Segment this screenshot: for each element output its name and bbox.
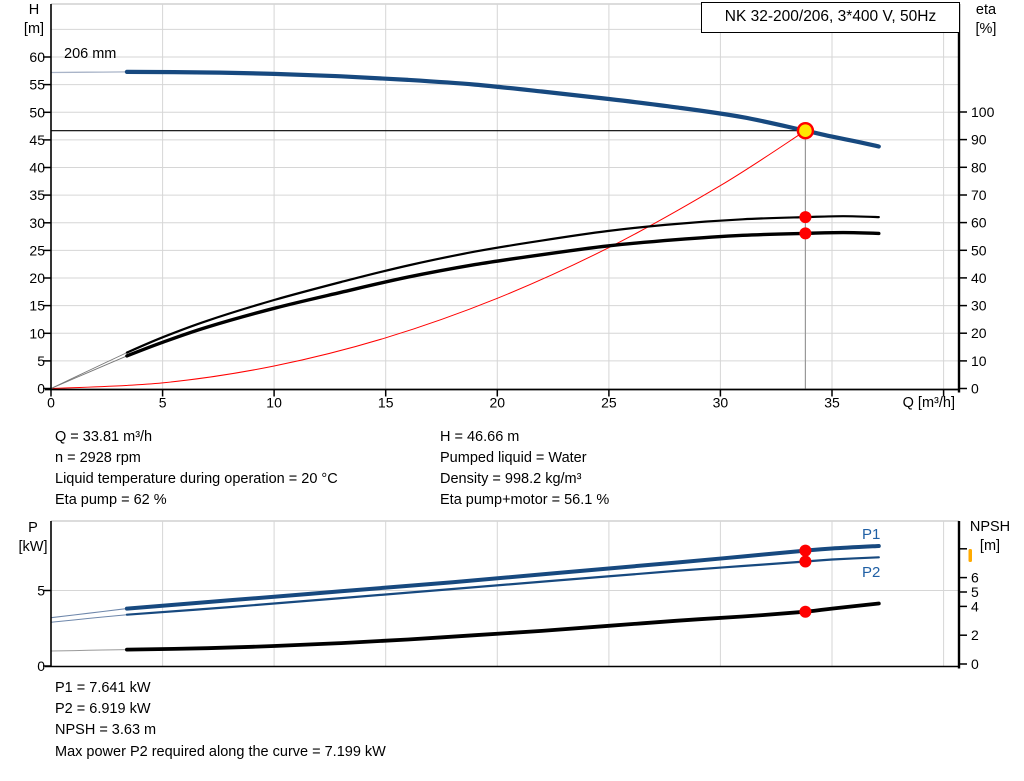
eta-pump-motor-curve (125, 230, 881, 358)
p1-duty-dot (799, 544, 812, 557)
q-tick-label: 35 (824, 395, 840, 411)
pump-title-box: NK 32-200/206, 3*400 V, 50Hz (701, 2, 960, 33)
p-tick-label: 0 (37, 658, 45, 674)
eta-pump-motor-duty-dot (799, 227, 812, 240)
p2-curve-thin (50, 614, 128, 623)
h-tick-label: 35 (29, 187, 45, 203)
q-tick-label: 30 (713, 395, 729, 411)
h-tick-label: 20 (29, 270, 45, 286)
info-max-power: Max power P2 required along the curve = … (55, 744, 386, 760)
info-h: H = 46.66 m (440, 429, 520, 445)
q-tick-label: 10 (266, 395, 282, 411)
info-p1: P1 = 7.641 kW (55, 680, 151, 696)
h-tick-label: 30 (29, 215, 45, 231)
eta-tick-label: 30 (971, 298, 987, 314)
h-tick-label: 60 (29, 49, 45, 65)
h-tick-label: 45 (29, 132, 45, 148)
eta-curve-thin (50, 355, 128, 389)
p1-curve-thin (50, 608, 128, 619)
info-n: n = 2928 rpm (55, 450, 141, 466)
h-tick-label: 40 (29, 160, 45, 176)
npsh-curve-thin (50, 649, 128, 652)
p-axis-unit: [kW] (18, 539, 48, 555)
eta-tick-label: 50 (971, 242, 987, 258)
h-axis-unit: [m] (23, 21, 45, 37)
p1-curve-label: P1 (862, 526, 881, 543)
eta-tick-label: 40 (971, 270, 987, 286)
p2-curve-label: P2 (862, 564, 881, 581)
npsh-duty-dot (799, 605, 812, 618)
npsh-tick-label: 6 (971, 570, 979, 586)
info-density: Density = 998.2 kg/m³ (440, 471, 582, 487)
p2-duty-dot (799, 555, 812, 568)
h-tick-label: 55 (29, 77, 45, 93)
p-axis-title: P (28, 520, 38, 536)
h-tick-label: 50 (29, 104, 45, 120)
npsh-tick-label: 2 (971, 627, 979, 643)
eta-axis-unit: [%] (975, 21, 997, 37)
info-temp: Liquid temperature during operation = 20… (55, 471, 338, 487)
p-tick-label: 5 (37, 583, 45, 599)
info-p2: P2 = 6.919 kW (55, 701, 151, 717)
q-tick-label: 5 (159, 395, 167, 411)
eta-tick-label: 70 (971, 187, 987, 203)
h-tick-label: 25 (29, 242, 45, 258)
q-tick-label: 15 (378, 395, 394, 411)
q-tick-label: 20 (490, 395, 506, 411)
eta-pump-duty-dot (799, 211, 812, 224)
eta-tick-label: 80 (971, 159, 987, 175)
eta-tick-label: 90 (971, 132, 987, 148)
h-axis-title: H (28, 2, 40, 18)
h-tick-label: 10 (29, 325, 45, 341)
eta-axis-title: eta (975, 2, 997, 18)
eta-tick-label: 10 (971, 353, 987, 369)
system-curve (50, 130, 806, 389)
eta-tick-label: 100 (971, 104, 995, 120)
npsh-curve (125, 601, 881, 652)
info-q: Q = 33.81 m³/h (55, 429, 153, 445)
h-curve-thin (50, 71, 128, 74)
npsh-tick-label: 4 (971, 598, 979, 614)
npsh-axis-unit: [m] (979, 538, 1001, 554)
info-eta-pump-motor: Eta pump+motor = 56.1 % (440, 492, 610, 508)
orange-marker (968, 549, 972, 562)
eta-pump-curve (125, 215, 880, 354)
eta-tick-label: 60 (971, 215, 987, 231)
npsh-tick-label: 0 (971, 656, 979, 672)
q-tick-label: 25 (601, 395, 617, 411)
npsh-tick-label: 5 (971, 584, 979, 600)
info-npsh: NPSH = 3.63 m (55, 722, 157, 738)
duty-point (796, 121, 815, 140)
h-tick-label: 15 (29, 298, 45, 314)
p2-curve (125, 556, 880, 616)
info-eta-pump: Eta pump = 62 % (55, 492, 167, 508)
p1-curve (124, 544, 881, 611)
h-curve (124, 69, 881, 149)
h-tick-label: 0 (37, 381, 45, 397)
info-liquid: Pumped liquid = Water (440, 450, 587, 466)
npsh-axis-title: NPSH (969, 519, 1011, 535)
eta-tick-label: 0 (971, 381, 979, 397)
eta-tick-label: 20 (971, 325, 987, 341)
impeller-diameter-label: 206 mm (64, 46, 117, 62)
h-tick-label: 5 (37, 353, 45, 369)
q-tick-label: 0 (47, 395, 55, 411)
q-axis-label: Q [m³/h] (902, 395, 955, 411)
